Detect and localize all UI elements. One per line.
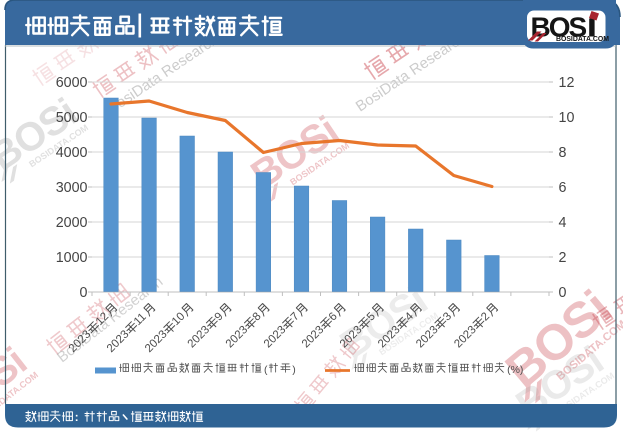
svg-text:0: 0	[559, 285, 567, 301]
svg-text:BOSIDATA.COM: BOSIDATA.COM	[556, 36, 609, 43]
svg-text:(%): (%)	[507, 364, 523, 376]
svg-text:2000: 2000	[56, 215, 88, 231]
svg-text:12: 12	[559, 75, 575, 91]
svg-text:2: 2	[559, 250, 567, 266]
svg-text:8: 8	[559, 145, 567, 161]
svg-text:5000: 5000	[56, 110, 88, 126]
svg-text:10: 10	[559, 110, 575, 126]
svg-text:6: 6	[559, 180, 567, 196]
svg-text:6000: 6000	[56, 75, 88, 91]
svg-text:3000: 3000	[56, 180, 88, 196]
svg-text:4: 4	[559, 215, 567, 231]
svg-text::: :	[75, 412, 79, 424]
svg-text:(: (	[264, 364, 268, 376]
svg-text:0: 0	[80, 285, 88, 301]
svg-text:): )	[292, 364, 296, 376]
svg-text:4000: 4000	[56, 145, 88, 161]
svg-text:1000: 1000	[56, 250, 88, 266]
